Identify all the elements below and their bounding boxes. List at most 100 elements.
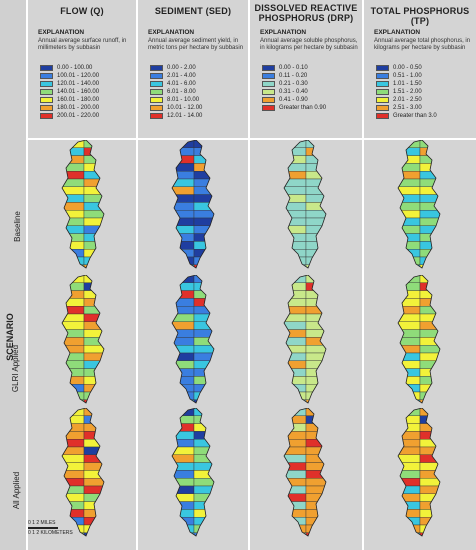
legend-item: 10.01 - 12.00 [150,104,202,112]
legend-swatch [150,105,163,111]
legend-item: 0.00 - 0.10 [262,64,326,72]
watershed-map [171,408,215,537]
watershed-outline [283,275,327,404]
subbasin [193,282,214,291]
subbasin [305,532,326,536]
subbasin [172,225,195,234]
subbasin [419,147,440,156]
legend-item: 1.01 - 1.50 [376,80,437,88]
legend-item: 160.01 - 180.00 [40,96,99,104]
legend-label: 2.01 - 2.50 [393,97,422,103]
scale-km: 0 1 2 KILOMETERS [28,530,73,536]
subbasin [284,209,307,219]
subbasin [172,313,195,323]
watershed-outline [171,275,215,404]
legend-item: 0.00 - 100.00 [40,64,99,72]
subbasin [398,462,421,471]
subbasin [193,524,214,534]
legend-label: 1.01 - 1.50 [393,81,422,87]
subbasin [398,186,421,195]
subbasin [83,383,104,393]
subbasin [172,186,195,195]
subbasin [305,290,326,299]
subbasin [305,163,326,172]
subbasin [419,298,440,307]
subbasin [83,477,104,487]
subbasin [419,233,440,242]
subbasin [83,290,104,299]
legend-item: 0.21 - 0.30 [262,80,326,88]
legend: 0.00 - 2.00 2.01 - 4.00 4.01 - 6.00 6.01 - … [150,64,202,120]
subbasin [62,298,85,307]
legend-label: 8.01 - 10.00 [167,97,200,103]
subbasin [284,352,307,362]
subbasin [62,202,85,211]
subbasin [193,352,214,362]
subbasin [284,360,307,369]
subbasin [398,217,421,227]
subbasin [305,194,326,203]
subbasin [419,532,440,536]
subbasin [83,275,104,284]
subbasin [172,178,195,188]
legend-label: 0.00 - 2.00 [167,65,196,71]
subbasin [193,194,214,203]
subbasin [62,248,85,258]
subbasin [62,360,85,369]
legend-item: 0.00 - 0.50 [376,64,437,72]
legend-label: Greater than 0.90 [279,105,327,111]
column-title: SEDIMENT (SED) [154,6,232,16]
explanation-title: EXPLANATION [374,29,421,36]
legend-label: 160.01 - 180.00 [57,97,100,103]
subbasin [398,446,421,456]
watershed-map [397,408,441,537]
watershed-outline [61,275,105,404]
subbasin [419,290,440,299]
subbasin [419,217,440,227]
legend-swatch [262,65,275,71]
subbasin [193,391,214,401]
subbasin [419,399,440,403]
legend-swatch [376,113,389,119]
subbasin [305,408,326,417]
subbasin [284,462,307,471]
legend-swatch [376,97,389,103]
legend-label: 0.51 - 1.00 [393,73,422,79]
subbasin [305,264,326,268]
subbasin [419,477,440,487]
watershed-map [283,140,327,269]
subbasin [284,470,307,479]
subbasin [62,431,85,440]
subbasin [398,329,421,338]
subbasin [83,209,104,219]
subbasin [193,423,214,432]
subbasin [62,399,85,403]
subbasin [284,439,307,448]
subbasin [83,368,104,377]
legend-swatch [376,89,389,95]
legend-item: 2.01 - 2.50 [376,96,437,104]
subbasin [305,423,326,432]
legend-swatch [376,73,389,79]
subbasin [172,485,195,495]
subbasin [62,209,85,219]
subbasin [305,462,326,471]
subbasin [83,241,104,250]
legend-swatch [262,97,275,103]
legend-label: Greater than 3.0 [393,113,437,119]
subbasin [172,163,195,172]
subbasin [305,155,326,164]
subbasin [62,337,85,346]
watershed-map [61,275,105,404]
subbasin [83,282,104,291]
subbasin [284,337,307,346]
legend-label: 0.21 - 0.30 [279,81,308,87]
watershed-map [397,140,441,269]
subbasin [62,178,85,188]
subbasin [284,446,307,456]
subbasin [305,431,326,440]
watershed-outline [397,275,441,404]
subbasin [172,298,195,307]
subbasin [284,178,307,188]
row-label-glri: GLRI Applied [11,344,21,393]
